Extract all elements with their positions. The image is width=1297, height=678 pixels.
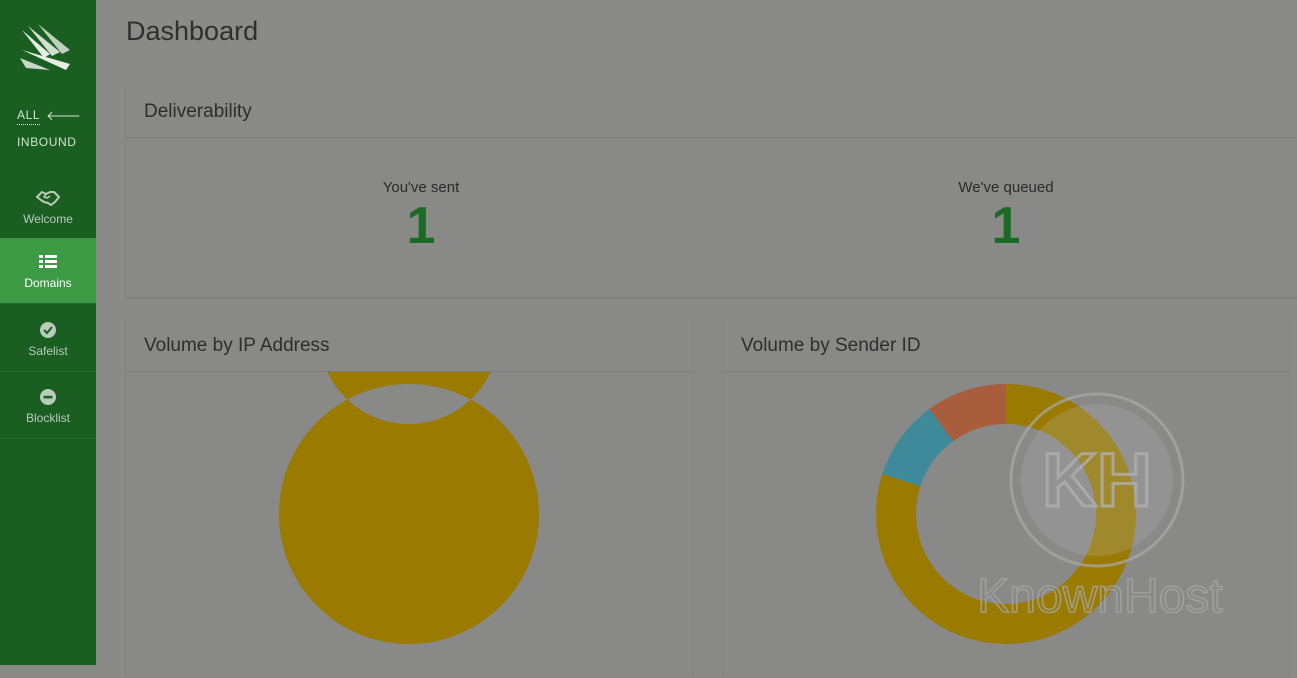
sidebar: ALL 🡐 INBOUND Welcome Domains Safelist Bl…	[0, 0, 96, 665]
ip-donut-chart	[279, 372, 539, 644]
minus-circle-icon	[40, 389, 56, 405]
deliverability-card: Deliverability You've sent 1 We've queue…	[126, 84, 1297, 297]
donut-slice	[929, 384, 1006, 442]
sidebar-item-label: Safelist	[28, 344, 68, 358]
card-title: Deliverability	[126, 84, 1297, 138]
volume-by-ip-card: Volume by IP Address	[126, 318, 693, 678]
mode-switch[interactable]: ALL 🡐 INBOUND	[17, 108, 82, 149]
sent-label: You've sent	[382, 179, 460, 196]
check-circle-icon	[40, 322, 56, 338]
sender-donut-chart	[876, 384, 1136, 644]
sidebar-item-label: Welcome	[23, 212, 73, 226]
arrow-left-icon: 🡐	[46, 108, 82, 123]
sidebar-item-label: Blocklist	[25, 411, 70, 425]
sidebar-item-label: Domains	[24, 276, 72, 290]
list-icon	[39, 255, 57, 268]
page-title: Dashboard	[126, 16, 259, 46]
all-mode-link[interactable]: ALL	[17, 108, 41, 125]
card-title: Volume by IP Address	[126, 318, 693, 372]
sidebar-item-blocklist[interactable]: Blocklist	[0, 373, 96, 439]
sent-value: 1	[406, 197, 436, 255]
donut-slice	[279, 372, 539, 644]
inbound-mode-label: INBOUND	[17, 135, 77, 149]
volume-by-sender-card: Volume by Sender ID	[723, 318, 1289, 678]
queued-label: We've queued	[958, 179, 1054, 196]
card-title: Volume by Sender ID	[723, 318, 1289, 372]
queued-value: 1	[991, 197, 1021, 255]
sidebar-item-welcome[interactable]: Welcome	[0, 174, 96, 240]
sidebar-item-domains[interactable]: Domains	[0, 238, 96, 304]
handshake-icon	[36, 191, 60, 206]
app-logo-icon[interactable]	[20, 24, 74, 70]
queued-stat: We've queued 1	[906, 179, 1106, 254]
sidebar-item-safelist[interactable]: Safelist	[0, 306, 96, 372]
donut-slice	[882, 408, 954, 487]
sent-stat: You've sent 1	[321, 179, 521, 254]
